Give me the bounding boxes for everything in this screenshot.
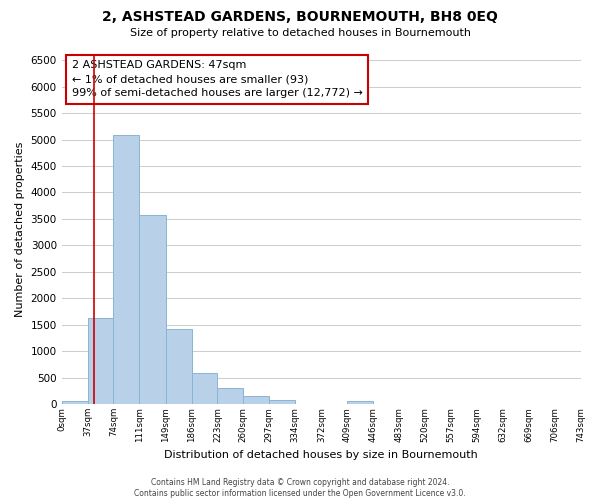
Text: 2, ASHSTEAD GARDENS, BOURNEMOUTH, BH8 0EQ: 2, ASHSTEAD GARDENS, BOURNEMOUTH, BH8 0E… (102, 10, 498, 24)
Text: Contains HM Land Registry data © Crown copyright and database right 2024.
Contai: Contains HM Land Registry data © Crown c… (134, 478, 466, 498)
Bar (269, 400, 295, 404)
Bar (347, 402, 373, 404)
Text: 2 ASHSTEAD GARDENS: 47sqm
← 1% of detached houses are smaller (93)
99% of semi-d: 2 ASHSTEAD GARDENS: 47sqm ← 1% of detach… (72, 60, 363, 98)
Bar (88, 318, 113, 404)
Bar (217, 388, 243, 404)
Bar (139, 214, 166, 404)
X-axis label: Distribution of detached houses by size in Bournemouth: Distribution of detached houses by size … (164, 450, 478, 460)
Bar (191, 374, 217, 404)
Bar (243, 396, 269, 404)
Text: Size of property relative to detached houses in Bournemouth: Size of property relative to detached ho… (130, 28, 470, 38)
Bar (113, 136, 139, 404)
Bar (166, 329, 191, 404)
Bar (62, 402, 88, 404)
Y-axis label: Number of detached properties: Number of detached properties (15, 142, 25, 317)
